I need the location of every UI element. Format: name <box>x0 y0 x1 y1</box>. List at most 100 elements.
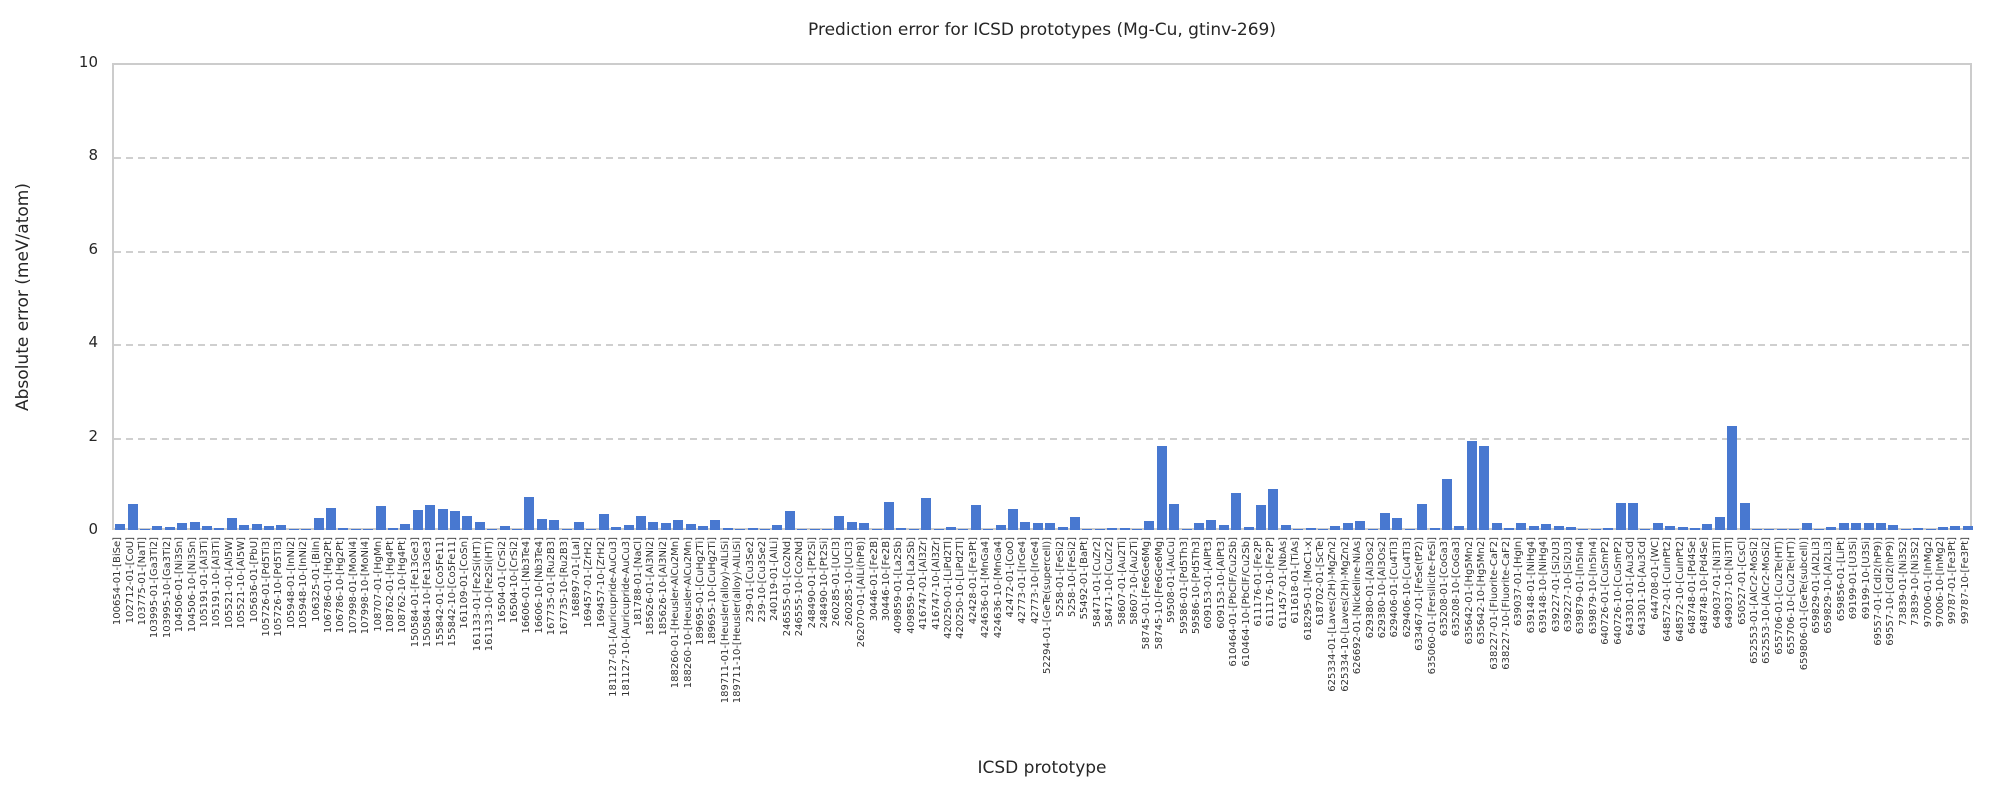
bar <box>301 529 311 530</box>
bar <box>1231 493 1241 530</box>
x-tick-label: 610464-10-[PbClF/Cu2Sb] <box>1240 537 1252 667</box>
x-tick-label: 108707-01-[HgMn] <box>372 537 384 632</box>
x-tick-label: 16606-10-[Nb3Te4] <box>533 537 545 634</box>
x-tick-label: 611176-01-[Fe2P] <box>1253 537 1264 627</box>
bar <box>487 529 497 530</box>
x-tick-label: 104506-10-[Ni3Sn] <box>186 537 198 633</box>
x-tick-label: 652553-01-[AlCr2-MoSi2] <box>1749 537 1760 664</box>
bar <box>1355 521 1365 530</box>
x-tick-label: 246555-01-[Co2Nd] <box>781 537 793 637</box>
bar <box>1901 529 1911 530</box>
bar <box>376 506 386 530</box>
x-tick-label: 239-10-[Cu3Se2] <box>757 537 768 623</box>
bar <box>1529 526 1539 530</box>
x-tick-label: 611457-01-[NbAs] <box>1277 537 1289 629</box>
x-tick-label: 169457-10-[ZrH2] <box>595 537 607 628</box>
x-tick-label: 610464-01-[PbClF/Cu2Sb] <box>1228 537 1240 667</box>
x-tick-label: 5258-01-[FeSi2] <box>1054 537 1066 618</box>
bar <box>252 524 262 530</box>
x-tick-label: 643301-01-[Au3Cd] <box>1625 537 1636 636</box>
bar <box>165 527 175 530</box>
x-tick-label: 105521-01-[Al5W] <box>223 537 235 629</box>
x-tick-label: 102712-01-[CoU] <box>124 537 136 624</box>
bar <box>1330 526 1340 530</box>
bar <box>673 520 683 530</box>
bar <box>574 522 584 530</box>
x-tick-label: 42428-01-[Fe3Pt] <box>967 537 979 625</box>
bar <box>1690 528 1700 530</box>
x-tick-label: 635060-01-[Fersilicite-FeSi] <box>1426 537 1438 675</box>
bar <box>1368 529 1378 530</box>
bar <box>686 524 696 530</box>
y-tick-label: 10 <box>78 53 98 71</box>
bar <box>1492 523 1502 530</box>
bar <box>1120 528 1130 530</box>
bar <box>1554 526 1564 530</box>
bar <box>1144 521 1154 530</box>
bar <box>314 518 324 530</box>
x-tick-label: 625334-10-[Laves(2H)-MgZn2] <box>1339 537 1351 692</box>
bar <box>1306 528 1316 530</box>
bar <box>1653 523 1663 530</box>
x-tick-label: 648748-01-[Pd4Se] <box>1687 537 1698 635</box>
x-tick-label: 42472-01-[CoO] <box>1005 537 1016 618</box>
x-tick-label: 181127-10-[Auricupride-AuCu3] <box>620 537 632 697</box>
bar <box>1058 527 1068 530</box>
bar <box>338 528 348 530</box>
bar <box>1752 529 1762 530</box>
bar <box>772 525 782 530</box>
bar <box>1864 523 1874 530</box>
x-tick-label: 635642-01-[Hg5Mn2] <box>1463 537 1475 645</box>
bar <box>537 519 547 530</box>
bar <box>1826 527 1836 530</box>
bar <box>1665 526 1675 530</box>
x-tick-label: 181788-01-[NaCl] <box>633 537 644 627</box>
y-tick-label: 8 <box>88 146 98 165</box>
bar <box>748 528 758 530</box>
bar <box>1764 529 1774 530</box>
x-tick-label: 161133-10-[Fe2Si(HT)] <box>484 537 496 652</box>
bar <box>190 522 200 530</box>
gridline <box>114 344 1970 347</box>
bar <box>351 529 361 530</box>
gridline <box>114 250 1970 253</box>
bar <box>1095 529 1105 530</box>
bar <box>810 529 820 530</box>
bar <box>909 529 919 530</box>
x-tick-label: 648572-10-[CuInPt2] <box>1674 537 1686 642</box>
x-tick-label: 73839-10-[Ni3S2] <box>1910 537 1922 626</box>
x-tick-label: 659829-01-[Al2Li3] <box>1811 537 1822 634</box>
bar <box>1516 523 1526 530</box>
bar <box>1888 525 1898 530</box>
x-tick-label: 420250-10-[LiPd2Tl] <box>955 537 967 639</box>
x-tick-label: 659856-01-[LiPt] <box>1835 537 1847 622</box>
x-tick-label: 260285-10-[UCl3] <box>843 537 855 627</box>
x-tick-label: 73839-01-[Ni3S2] <box>1897 537 1909 626</box>
bar <box>1417 504 1427 530</box>
bar <box>239 525 249 530</box>
x-tick-label: 16504-01-[CrSi2] <box>496 537 508 624</box>
bar <box>1219 525 1229 530</box>
bar <box>760 529 770 530</box>
bar <box>1578 529 1588 530</box>
x-tick-label: 262070-01-[AlLi(hP8)] <box>856 537 868 648</box>
bar <box>723 528 733 530</box>
x-tick-label: 639037-01-[HgIn] <box>1513 537 1525 627</box>
x-tick-label: 189695-01-[CuHg2Ti] <box>695 537 706 646</box>
x-tick-label: 104506-01-[Ni3Sn] <box>174 537 186 633</box>
x-tick-label: 97006-01-[InMg2] <box>1922 537 1934 628</box>
x-tick-label: 650527-01-[CsCl] <box>1736 537 1748 625</box>
bar <box>1950 526 1960 530</box>
x-tick-label: 644708-01-[WC] <box>1649 537 1661 620</box>
x-tick-label: 105191-01-[Al3Ti] <box>199 537 210 628</box>
bar <box>710 520 720 530</box>
x-tick-label: 189695-10-[CuHg2Ti] <box>707 537 719 646</box>
x-tick-label: 106325-01-[BiIn] <box>310 537 322 622</box>
bar <box>1070 517 1080 530</box>
bar <box>128 504 138 530</box>
x-tick-label: 655706-10-[Cu2Te(HT)] <box>1786 537 1798 655</box>
x-tick-label: 69199-10-[U3Si] <box>1860 537 1872 620</box>
bar <box>388 528 398 530</box>
bar <box>847 522 857 530</box>
bar <box>1566 527 1576 530</box>
